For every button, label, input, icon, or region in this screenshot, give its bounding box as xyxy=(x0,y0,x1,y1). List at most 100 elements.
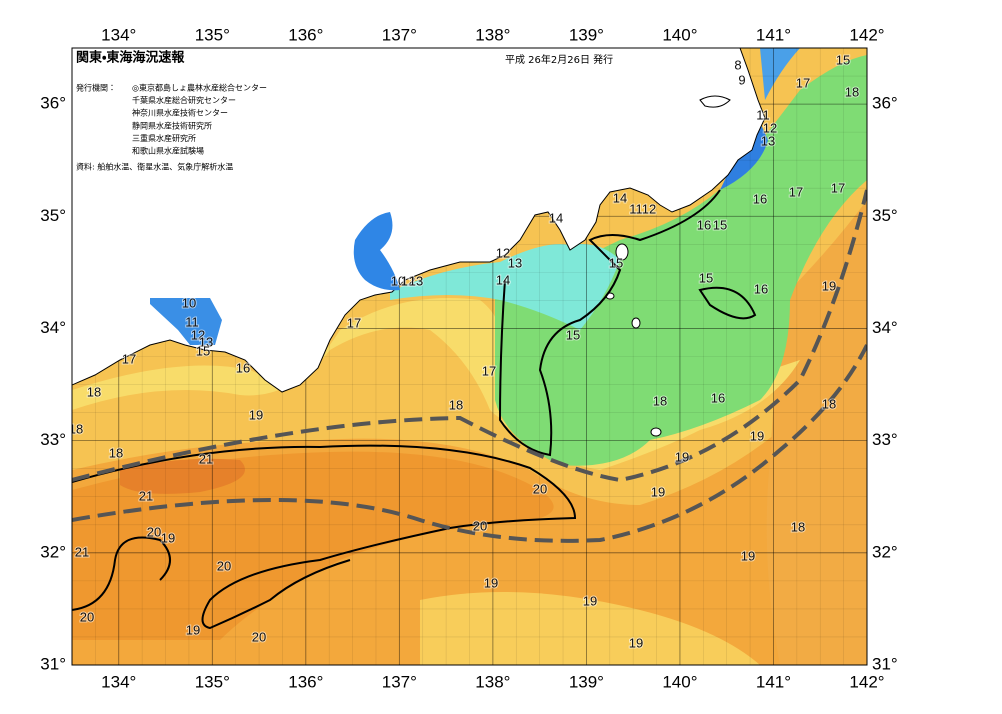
osaka-bay xyxy=(150,298,222,345)
isotherm-label: 20 xyxy=(533,481,547,496)
cold-coast xyxy=(720,60,768,190)
isotherm-label: 14 xyxy=(549,210,563,225)
lon-label: 135° xyxy=(195,25,230,44)
isotherm-20 xyxy=(72,444,577,630)
isotherm-label: 19 xyxy=(484,575,498,590)
isotherm-label: 19 xyxy=(741,548,755,563)
lon-label: 138° xyxy=(475,25,510,44)
axes: 134° 134° 135° 135° 136° 136° 137° 137° 138° 138°… xyxy=(40,25,897,691)
isotherm-label: 20 xyxy=(252,629,266,644)
isotherm-label: 13 xyxy=(761,133,775,148)
lat-label: 32° xyxy=(40,542,66,561)
issuer: 千葉県水産総合研究センター xyxy=(132,95,236,105)
lon-label: 139° xyxy=(569,25,604,44)
lon-label: 137° xyxy=(382,25,417,44)
warm-core xyxy=(72,451,554,640)
issued-date: 平成 26年2月26日 発行 xyxy=(505,53,613,66)
frame xyxy=(71,47,868,666)
lon-label: 142° xyxy=(849,672,884,691)
isotherm-label: 13 xyxy=(199,334,213,349)
isotherm-label: 11 xyxy=(185,314,199,329)
cool-patch xyxy=(420,592,760,665)
lon-label: 142° xyxy=(849,25,884,44)
isotherm-label: 19 xyxy=(629,635,643,650)
isotherm-label: 17 xyxy=(789,184,803,199)
isotherm-label: 19 xyxy=(161,530,175,545)
isotherm-label: 19 xyxy=(651,484,665,499)
lat-label: 35° xyxy=(40,206,66,225)
lat-label: 33° xyxy=(40,430,66,449)
isotherm-label: 18 xyxy=(822,396,836,411)
isotherm-15 xyxy=(498,189,721,457)
lon-label: 139° xyxy=(569,672,604,691)
lon-label: 134° xyxy=(101,672,136,691)
isotherm-label: 19 xyxy=(750,428,764,443)
isotherm-label: 15 xyxy=(609,255,623,270)
isotherm-label: 12 xyxy=(763,120,777,135)
island xyxy=(650,427,662,437)
isotherm-15-ring xyxy=(698,286,757,320)
isotherm-label: 16 xyxy=(753,191,767,206)
isotherm-label: 17 xyxy=(482,363,496,378)
isotherm-label: 16 xyxy=(236,360,250,375)
cold-north xyxy=(760,48,800,100)
issuer: 静岡県水産技術研究所 xyxy=(132,120,212,130)
isotherm-label: 19 xyxy=(675,449,689,464)
issuer: 和歌山県水産試験場 xyxy=(132,146,204,156)
isotherm-label: 12 xyxy=(191,327,205,342)
isotherm-label: 10 xyxy=(182,295,196,310)
isotherm-label: 20 xyxy=(217,558,231,573)
isotherm-label: 20 xyxy=(147,524,161,539)
isotherm-label: 18 xyxy=(69,421,83,436)
isotherm-label: 21 xyxy=(139,488,153,503)
lat-label: 36° xyxy=(872,94,898,113)
lat-label: 36° xyxy=(40,94,66,113)
isotherm-label: 14 xyxy=(613,190,627,205)
kuroshio-south xyxy=(72,344,867,543)
issuers-label: 発行機関： xyxy=(76,83,116,93)
lon-label: 136° xyxy=(288,25,323,44)
island xyxy=(631,317,641,329)
isotherm-label: 11 xyxy=(629,201,643,216)
isotherm-label: 17 xyxy=(347,315,361,330)
kuroshio-north xyxy=(72,189,867,483)
island xyxy=(615,243,629,261)
ise-bay xyxy=(353,212,400,291)
isotherm-label: 13 xyxy=(409,273,423,288)
lon-label: 141° xyxy=(756,672,791,691)
isotherm-label: 17 xyxy=(122,351,136,366)
issuers: ◎東京都島しょ農林水産総合センター千葉県水産総合研究センター神奈川県水産技術セン… xyxy=(132,83,267,156)
lat-label: 35° xyxy=(872,206,898,225)
lat-label: 32° xyxy=(872,542,898,561)
isotherm-label: 19 xyxy=(186,622,200,637)
isotherm-label: 18 xyxy=(109,445,123,460)
issuer: 神奈川県水産技術センター xyxy=(132,108,228,118)
isotherm-label: 13 xyxy=(508,255,522,270)
isotherm-label: 10 xyxy=(391,273,405,288)
isotherm-label: 18 xyxy=(845,84,859,99)
isotherm-20b xyxy=(72,536,171,611)
lake xyxy=(699,95,731,108)
lon-label: 134° xyxy=(101,25,136,44)
isotherm-label: 12 xyxy=(401,273,415,288)
hot-spot xyxy=(120,458,245,494)
isotherm-label: 17 xyxy=(831,180,845,195)
isotherm-label: 15 xyxy=(713,217,727,232)
isotherm-label: 9 xyxy=(738,72,745,87)
lon-label: 137° xyxy=(382,672,417,691)
isotherm-label: 21 xyxy=(199,451,213,466)
isotherm-label: 17 xyxy=(796,75,810,90)
isotherm-label: 15 xyxy=(699,270,713,285)
lat-label: 31° xyxy=(40,654,66,673)
isotherm-label: 20 xyxy=(473,518,487,533)
isotherm-label: 15 xyxy=(196,343,210,358)
isotherm-label: 12 xyxy=(642,201,656,216)
east-warm xyxy=(766,200,867,665)
lat-label: 33° xyxy=(872,430,898,449)
isotherm-label: 19 xyxy=(583,593,597,608)
isotherm-label: 18 xyxy=(791,519,805,534)
lon-label: 140° xyxy=(662,25,697,44)
coastal-yellow xyxy=(72,298,800,470)
